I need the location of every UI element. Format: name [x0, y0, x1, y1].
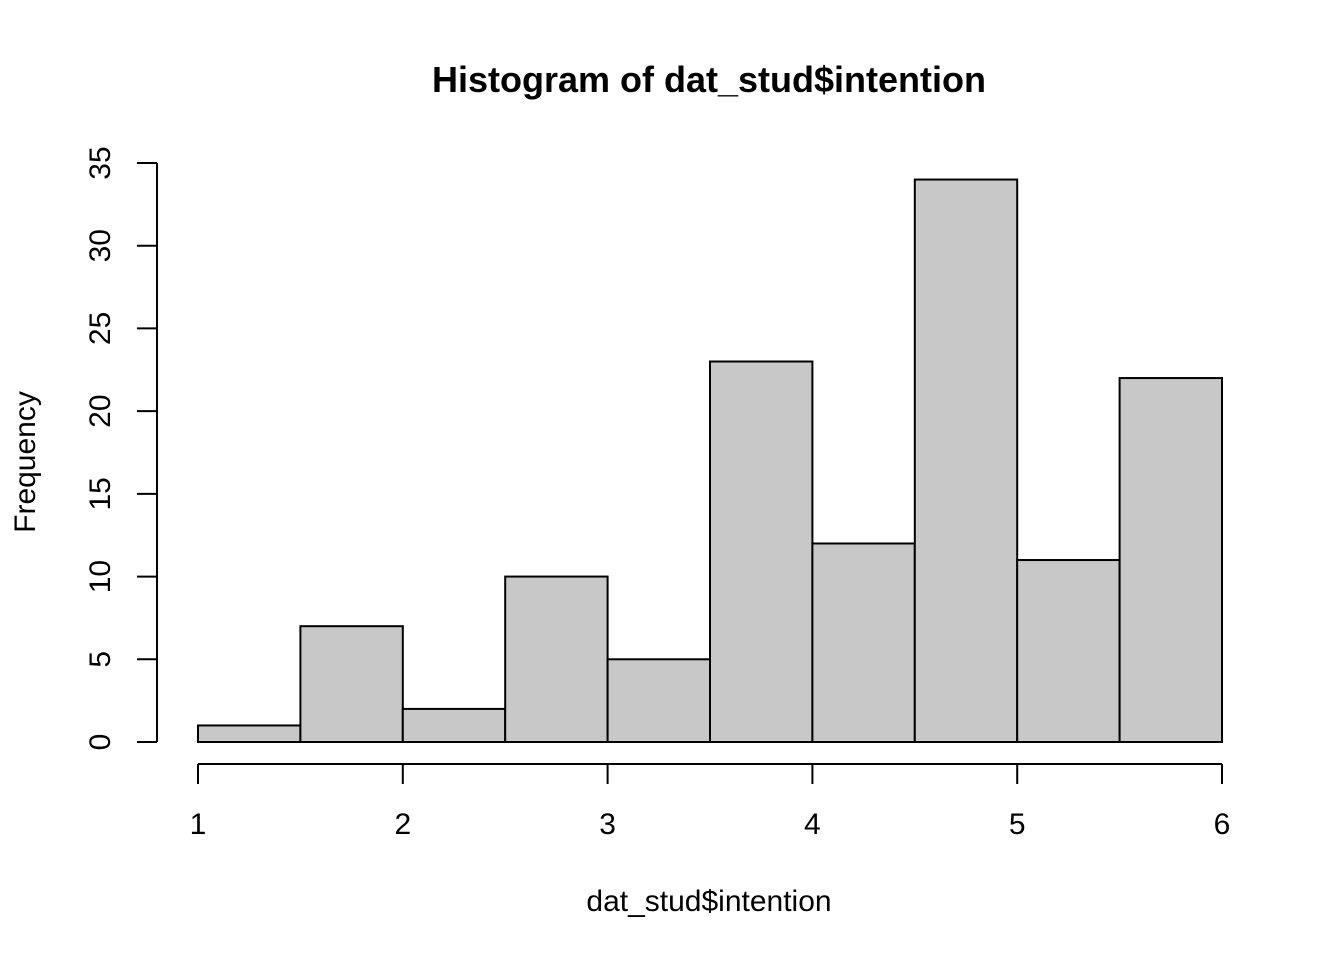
x-axis: 1 2 3 4 5 6 — [190, 763, 1231, 841]
y-tick-label: 0 — [84, 734, 117, 751]
histogram-bar — [913, 178, 1019, 744]
histogram-bar — [504, 575, 609, 743]
y-tick-label: 10 — [84, 560, 117, 593]
y-tick-label: 35 — [84, 146, 117, 179]
histogram-bar — [401, 707, 507, 744]
y-axis: 0 5 10 15 20 25 30 35 — [84, 146, 158, 751]
histogram-bar — [811, 542, 916, 743]
x-tick-label: 4 — [804, 808, 821, 841]
x-tick-label: 2 — [394, 808, 411, 841]
histogram-bar — [606, 658, 711, 743]
y-tick-label: 30 — [84, 229, 117, 262]
x-tick-label: 6 — [1214, 808, 1231, 841]
chart-title: Histogram of dat_stud$intention — [432, 59, 986, 100]
y-tick-label: 20 — [84, 394, 117, 427]
x-tick-label: 3 — [599, 808, 616, 841]
y-tick-label: 25 — [84, 312, 117, 345]
bars-group — [197, 178, 1223, 744]
x-tick-label: 1 — [190, 808, 207, 841]
histogram-bar — [197, 724, 302, 744]
histogram-bar — [1118, 377, 1223, 743]
y-tick-label: 15 — [84, 477, 117, 510]
x-tick-label: 5 — [1009, 808, 1026, 841]
y-axis-label: Frequency — [9, 391, 42, 533]
x-axis-label: dat_stud$intention — [586, 885, 831, 918]
histogram-bar — [709, 360, 814, 743]
histogram-bar — [299, 625, 404, 744]
y-tick-label: 5 — [84, 651, 117, 668]
histogram-bar — [1016, 559, 1121, 743]
